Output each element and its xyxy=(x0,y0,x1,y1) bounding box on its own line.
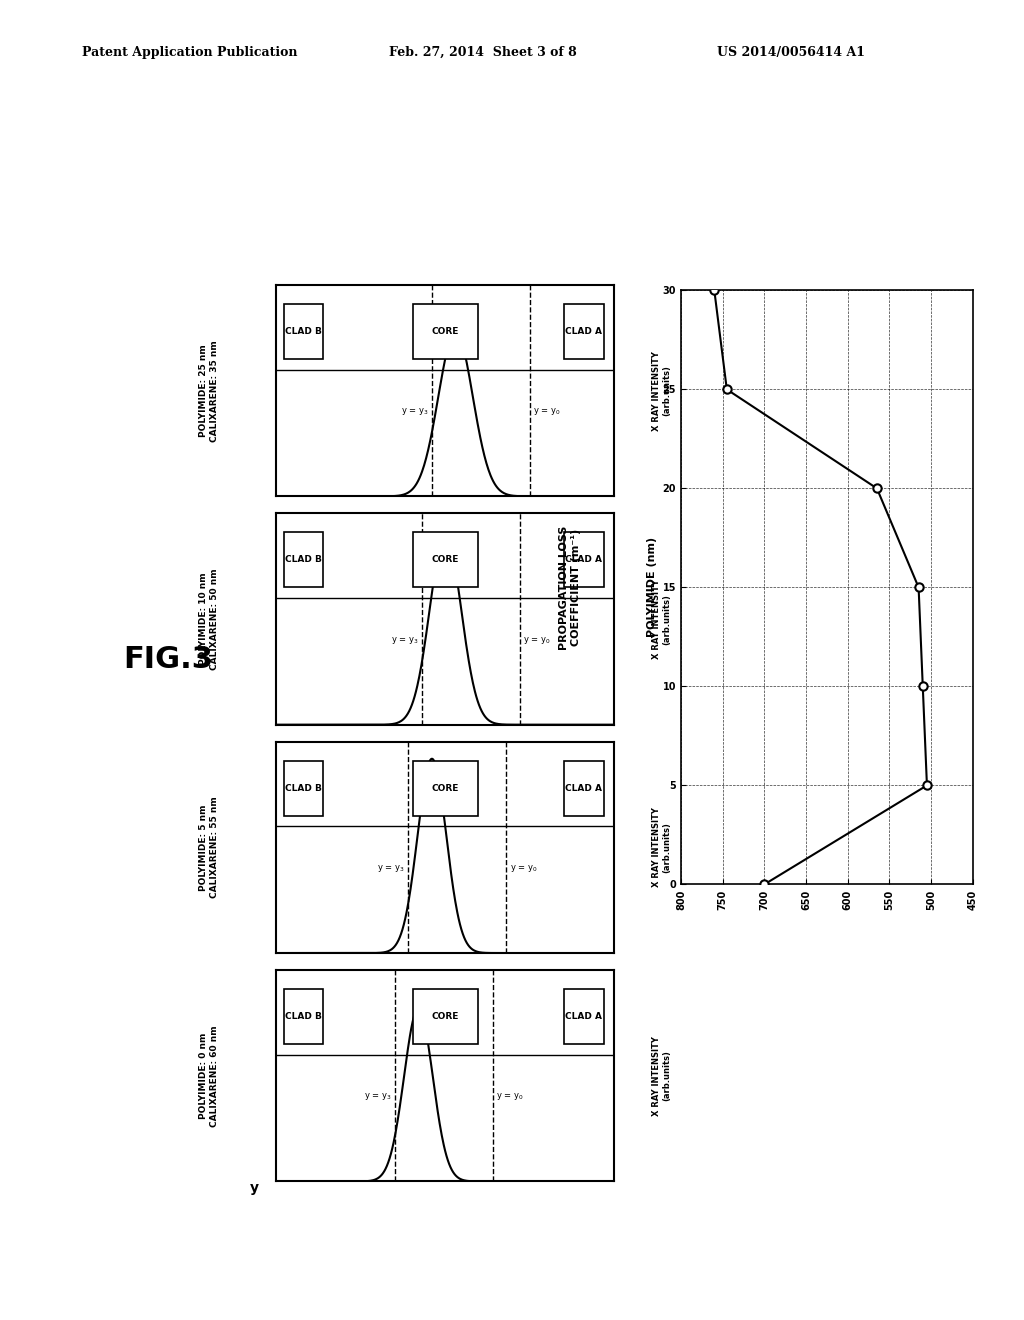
FancyBboxPatch shape xyxy=(284,532,324,587)
Text: CLAD B: CLAD B xyxy=(285,1012,322,1022)
Text: X RAY INTENSITY
(arb.units): X RAY INTENSITY (arb.units) xyxy=(652,351,672,430)
Text: POLYIMIDE: 25 nm
CALIXARENE: 35 nm: POLYIMIDE: 25 nm CALIXARENE: 35 nm xyxy=(200,339,218,442)
Text: CLAD B: CLAD B xyxy=(285,784,322,793)
Text: CLAD A: CLAD A xyxy=(565,556,602,565)
FancyBboxPatch shape xyxy=(564,532,603,587)
Text: POLYIMIDE: 0 nm
CALIXARENE: 60 nm: POLYIMIDE: 0 nm CALIXARENE: 60 nm xyxy=(200,1026,218,1126)
Text: POLYIMIDE: 10 nm
CALIXARENE: 50 nm: POLYIMIDE: 10 nm CALIXARENE: 50 nm xyxy=(200,569,218,669)
Text: CORE: CORE xyxy=(432,556,459,565)
FancyBboxPatch shape xyxy=(414,532,477,587)
FancyBboxPatch shape xyxy=(564,304,603,359)
Text: Patent Application Publication: Patent Application Publication xyxy=(82,46,297,59)
FancyBboxPatch shape xyxy=(414,989,477,1044)
Text: US 2014/0056414 A1: US 2014/0056414 A1 xyxy=(717,46,865,59)
Text: CORE: CORE xyxy=(432,784,459,793)
Text: PROPAGATION LOSS
COEFFICIENT (m⁻¹): PROPAGATION LOSS COEFFICIENT (m⁻¹) xyxy=(559,525,581,649)
Text: CLAD A: CLAD A xyxy=(565,327,602,337)
Text: POLYIMIDE: 5 nm
CALIXARENE: 55 nm: POLYIMIDE: 5 nm CALIXARENE: 55 nm xyxy=(200,796,218,899)
Text: X RAY INTENSITY
(arb.units): X RAY INTENSITY (arb.units) xyxy=(652,808,672,887)
Text: y = y$_0$: y = y$_0$ xyxy=(523,635,551,645)
Text: y = y$_3$: y = y$_3$ xyxy=(377,863,404,874)
Text: y = y$_3$: y = y$_3$ xyxy=(364,1092,391,1102)
Text: X RAY INTENSITY
(arb.units): X RAY INTENSITY (arb.units) xyxy=(652,579,672,659)
Text: y = y$_0$: y = y$_0$ xyxy=(510,863,538,874)
Text: y = y$_3$: y = y$_3$ xyxy=(391,635,419,645)
Text: CORE: CORE xyxy=(432,1012,459,1022)
Text: CLAD B: CLAD B xyxy=(285,327,322,337)
Text: y = y$_3$: y = y$_3$ xyxy=(400,407,429,417)
Y-axis label: POLYIMIDE (nm): POLYIMIDE (nm) xyxy=(647,537,657,638)
Text: CLAD A: CLAD A xyxy=(565,1012,602,1022)
Text: Feb. 27, 2014  Sheet 3 of 8: Feb. 27, 2014 Sheet 3 of 8 xyxy=(389,46,577,59)
FancyBboxPatch shape xyxy=(564,760,603,816)
FancyBboxPatch shape xyxy=(414,304,477,359)
Text: y = y$_0$: y = y$_0$ xyxy=(534,407,561,417)
Text: y: y xyxy=(250,1180,258,1195)
FancyBboxPatch shape xyxy=(284,989,324,1044)
Text: CORE: CORE xyxy=(432,327,459,337)
Text: CLAD B: CLAD B xyxy=(285,556,322,565)
Text: CLAD A: CLAD A xyxy=(565,784,602,793)
Text: FIG.3: FIG.3 xyxy=(123,645,213,675)
FancyBboxPatch shape xyxy=(414,760,477,816)
Text: y = y$_0$: y = y$_0$ xyxy=(497,1092,524,1102)
FancyBboxPatch shape xyxy=(284,304,324,359)
FancyBboxPatch shape xyxy=(284,760,324,816)
FancyBboxPatch shape xyxy=(564,989,603,1044)
Text: X RAY INTENSITY
(arb.units): X RAY INTENSITY (arb.units) xyxy=(652,1036,672,1115)
